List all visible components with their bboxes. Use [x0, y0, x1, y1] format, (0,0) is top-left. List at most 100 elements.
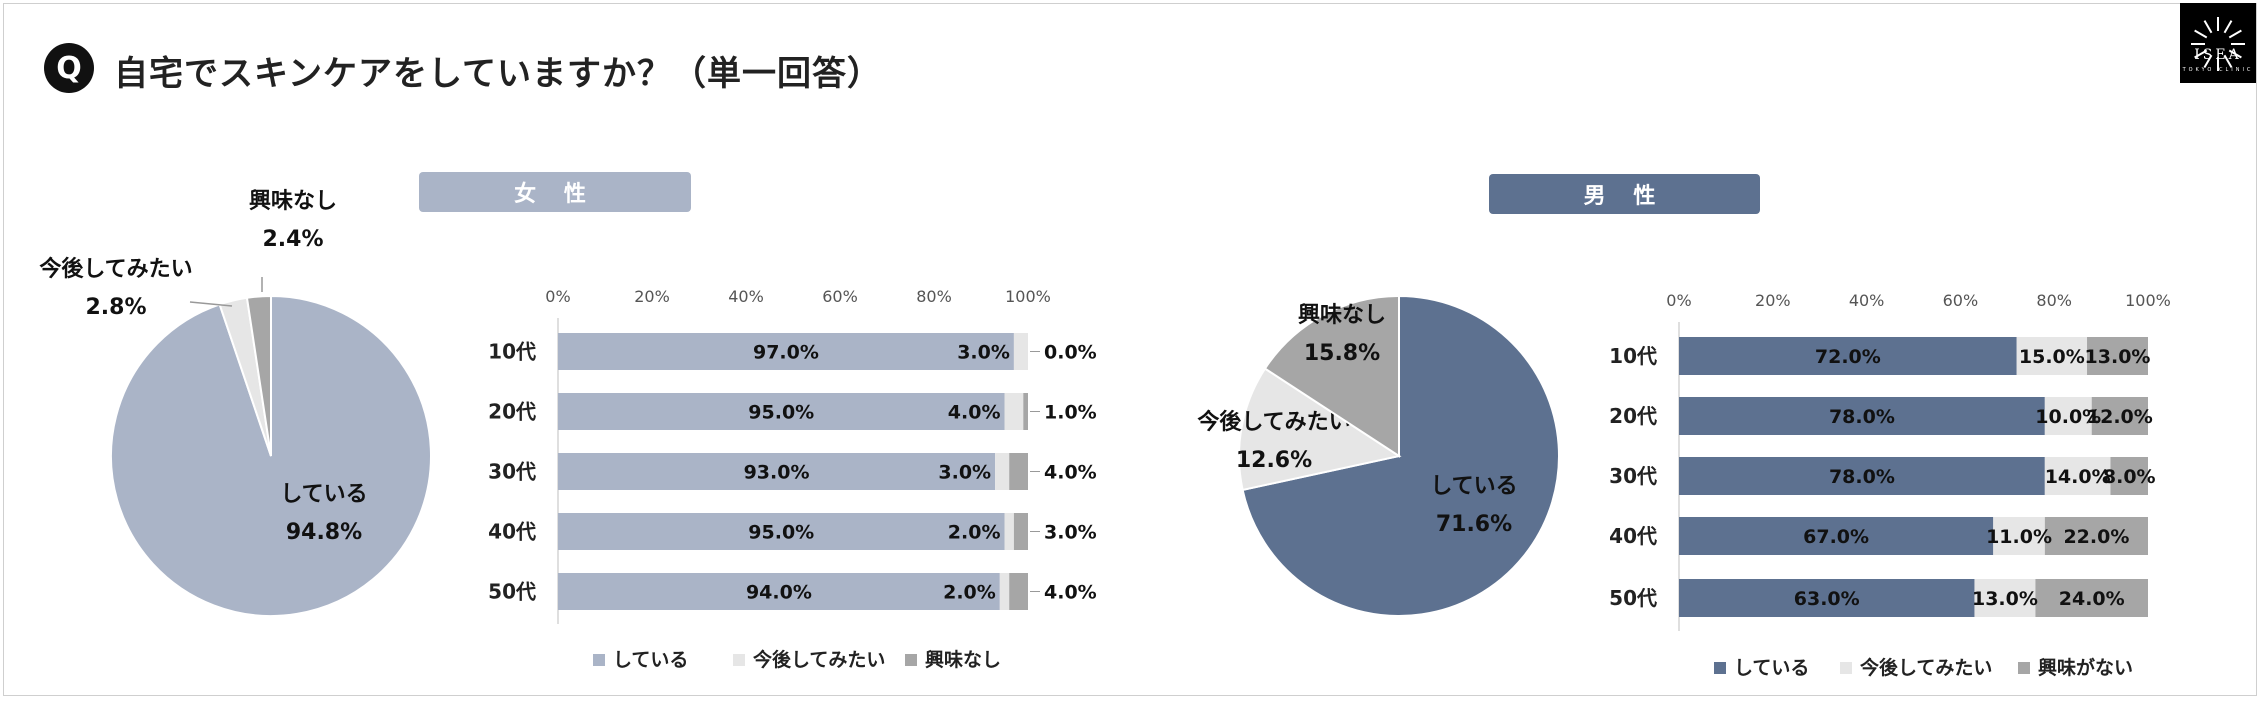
legend-swatch [593, 654, 605, 666]
bar-data-label: 4.0% [1044, 582, 1097, 604]
axis-tick-label: 0% [1666, 291, 1691, 310]
pie-slice-value: 12.6% [1236, 448, 1312, 473]
bar-segment [1004, 393, 1024, 430]
pie-slice [245, 294, 272, 457]
pie-slice-label: 興味なし [1298, 303, 1386, 328]
axis-tick-label: 60% [822, 287, 858, 306]
bar-data-label: 72.0% [1815, 346, 1881, 368]
bar-segment [1679, 337, 2017, 375]
bar-segment [2035, 579, 2148, 617]
legend-swatch [2018, 662, 2030, 674]
pie-slice [1238, 367, 1402, 492]
bar-data-label: 78.0% [1829, 466, 1895, 488]
pie-leader-line [189, 301, 233, 307]
bar-segment [2016, 337, 2088, 375]
category-label: 40代 [1609, 524, 1657, 548]
bar-segment [558, 573, 1000, 610]
bar-segment [1009, 453, 1028, 490]
bar-segment [999, 573, 1010, 610]
category-label: 50代 [488, 580, 536, 604]
sun-ray [2217, 17, 2219, 31]
category-label: 50代 [1609, 586, 1657, 610]
bar-data-label: 10.0% [2035, 406, 2101, 428]
bar-data-label: 3.0% [957, 342, 1010, 364]
bar-segment [1013, 513, 1028, 550]
bar-segment [558, 333, 1014, 370]
legend-swatch [1714, 662, 1726, 674]
category-label: 20代 [488, 400, 536, 424]
bar-segment [1993, 517, 2045, 555]
bar-data-label: 15.0% [2019, 346, 2085, 368]
bar-data-label: 93.0% [744, 462, 810, 484]
logo-name: ISEA [2194, 47, 2242, 63]
category-label: 20代 [1609, 404, 1657, 428]
pie-slice-label: している [280, 482, 367, 507]
pie-slice-value: 2.8% [85, 295, 146, 320]
bar-segment [2087, 337, 2148, 375]
bar-data-label: 94.0% [746, 582, 812, 604]
bar-data-label: 2.0% [948, 522, 1001, 544]
category-label: 30代 [1609, 464, 1657, 488]
bar-data-label: 1.0% [1044, 402, 1097, 424]
axis-tick-label: 80% [2036, 291, 2072, 310]
bar-data-label: 3.0% [938, 462, 991, 484]
axis-tick-label: 20% [634, 287, 670, 306]
bar-data-label: 24.0% [2059, 588, 2125, 610]
bar-segment [558, 393, 1005, 430]
bar-segment [1679, 397, 2045, 435]
bar-data-label: 13.0% [1972, 588, 2038, 610]
pie-slice-value: 94.8% [286, 520, 362, 545]
bar-data-label: 63.0% [1794, 588, 1860, 610]
pie-slice [1263, 294, 1400, 458]
legend-label: している [613, 649, 688, 671]
bar-segment [1004, 513, 1014, 550]
category-label: 10代 [1609, 344, 1657, 368]
logo-subtitle: TOKYO CLINIC [2182, 67, 2254, 73]
category-label: 40代 [488, 520, 536, 544]
bar-data-label: 97.0% [753, 342, 819, 364]
bar-segment [2044, 517, 2148, 555]
pie-slice-value: 71.6% [1436, 512, 1512, 537]
legend-label: 興味なし [925, 649, 1001, 671]
bar-segment [1679, 579, 1975, 617]
bar-data-label: 95.0% [748, 522, 814, 544]
bar-segment [1679, 457, 2045, 495]
bar-segment [1009, 573, 1028, 610]
page-frame [3, 3, 2257, 696]
bar-data-label: 14.0% [2045, 466, 2111, 488]
legend-label: 興味がない [2038, 656, 2133, 679]
category-label: 30代 [488, 460, 536, 484]
pie-slice-value: 15.8% [1304, 341, 1380, 366]
bar-data-label: 95.0% [748, 402, 814, 424]
bar-data-label: 0.0% [1044, 342, 1097, 364]
bar-segment [995, 453, 1010, 490]
axis-tick-label: 40% [728, 287, 764, 306]
bar-segment [2044, 457, 2111, 495]
legend-swatch [905, 654, 917, 666]
bar-data-label: 4.0% [948, 402, 1001, 424]
clinic-logo: ISEA TOKYO CLINIC [2180, 3, 2256, 83]
bar-segment [2091, 397, 2148, 435]
axis-tick-label: 80% [916, 287, 952, 306]
legend-label: している [1734, 657, 1809, 679]
bar-data-label: 2.0% [943, 582, 996, 604]
bar-data-label: 13.0% [2085, 346, 2151, 368]
bar-segment [2044, 397, 2092, 435]
category-label: 10代 [488, 340, 536, 364]
legend-swatch [1840, 662, 1852, 674]
bar-segment [558, 453, 996, 490]
male-panel-header: 男 性 [1489, 174, 1760, 214]
bar-data-label: 78.0% [1829, 406, 1895, 428]
legend-swatch [733, 654, 745, 666]
bar-data-label: 11.0% [1986, 526, 2052, 548]
axis-tick-label: 0% [545, 287, 570, 306]
axis-tick-label: 100% [1005, 287, 1051, 306]
bar-segment [558, 513, 1005, 550]
axis-tick-label: 20% [1755, 291, 1791, 310]
pie-slice-value: 2.4% [262, 227, 323, 252]
bar-segment [1023, 393, 1028, 430]
bar-segment [2110, 457, 2148, 495]
question-badge: Q [44, 43, 94, 93]
pie-slice-label: している [1430, 474, 1517, 499]
